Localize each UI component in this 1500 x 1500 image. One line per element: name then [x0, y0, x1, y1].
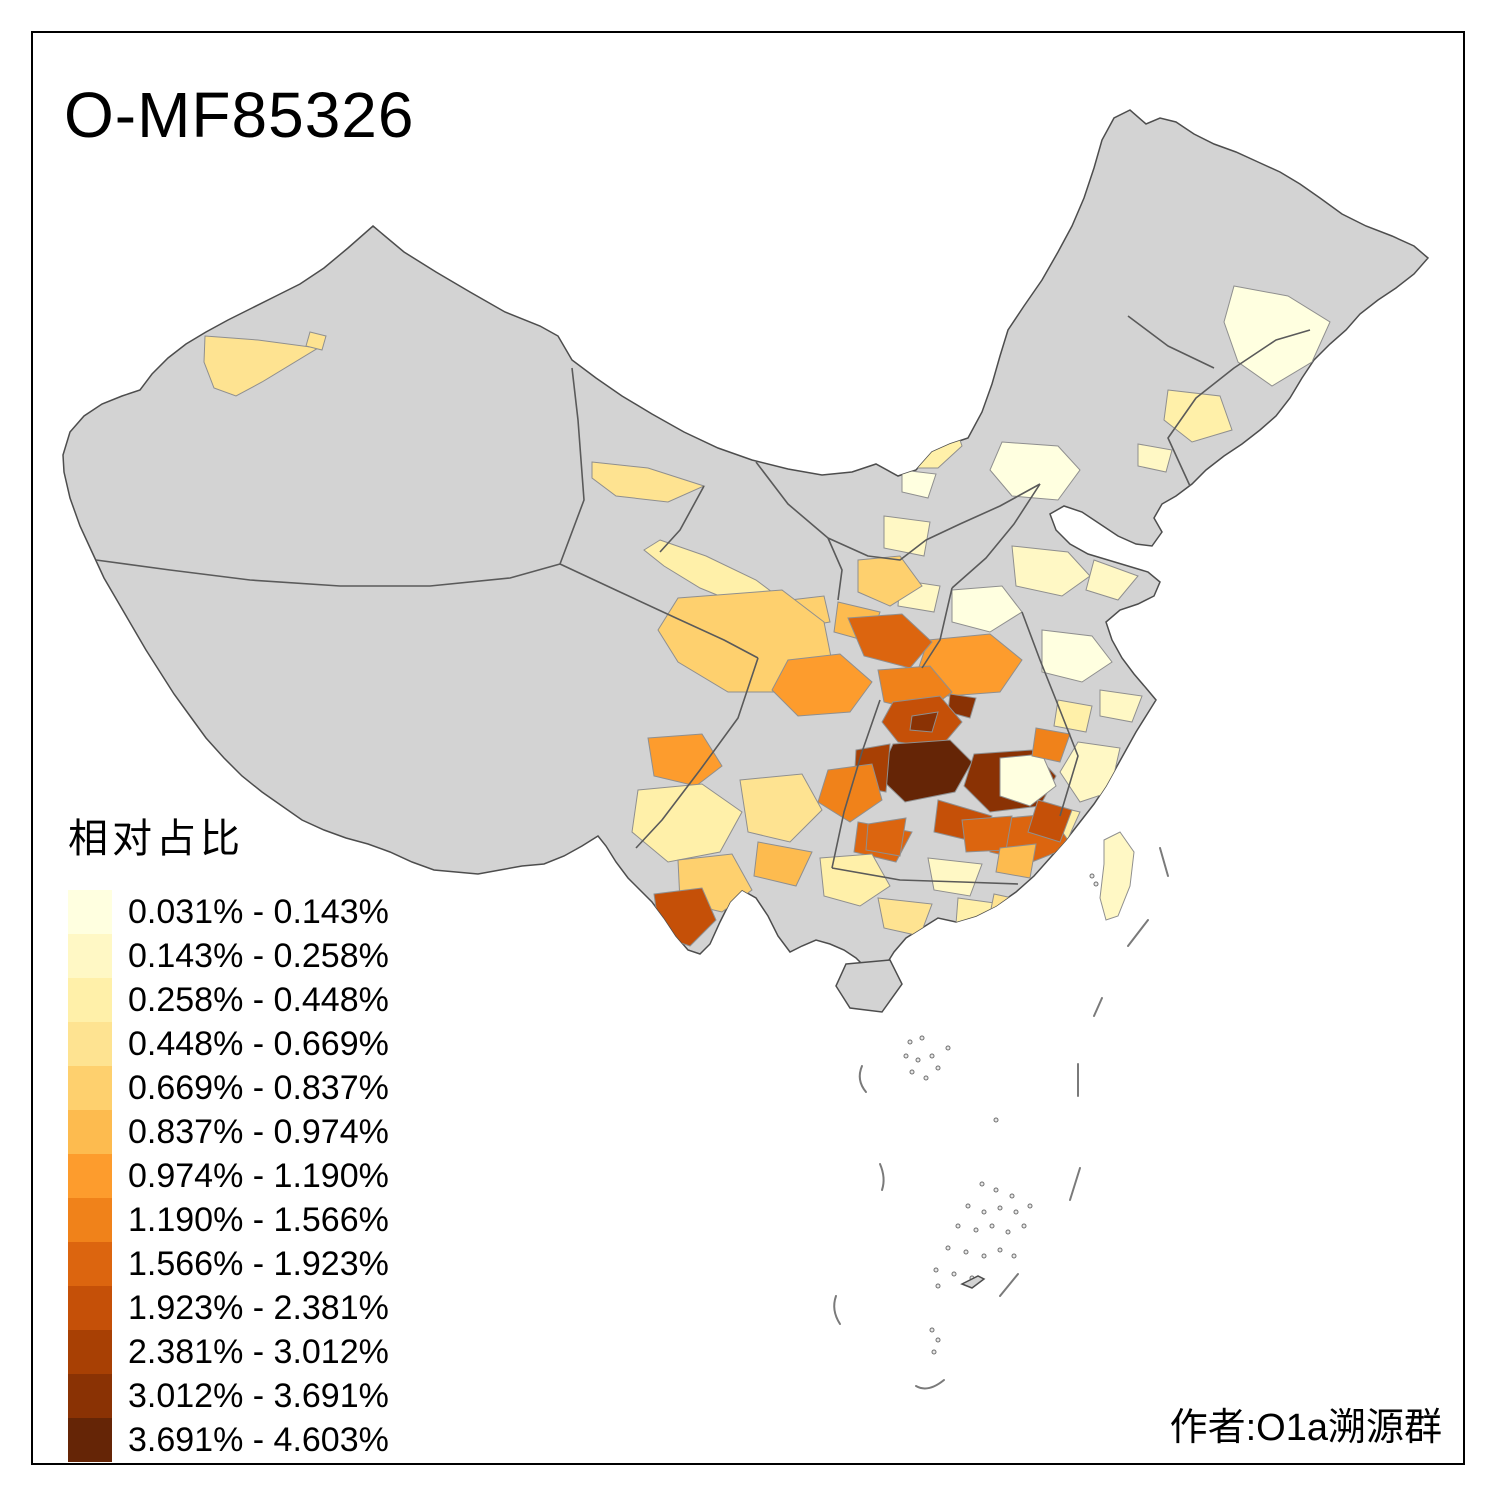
legend-swatch: [68, 1154, 112, 1198]
legend-item: 1.190% - 1.566%: [68, 1198, 389, 1242]
map-region: [1031, 727, 1071, 763]
legend-label: 3.012% - 3.691%: [128, 1376, 389, 1415]
legend-label: 0.974% - 1.190%: [128, 1156, 389, 1195]
legend-swatch: [68, 978, 112, 1022]
legend: 相对占比 0.031% - 0.143% 0.143% - 0.258% 0.258…: [68, 806, 389, 1462]
legend-label: 0.669% - 0.837%: [128, 1068, 389, 1107]
legend-item: 3.691% - 4.603%: [68, 1418, 389, 1462]
legend-swatch: [68, 1110, 112, 1154]
map-region: [1223, 285, 1331, 387]
map-region: [591, 461, 706, 503]
legend-swatch: [68, 1066, 112, 1110]
legend-swatch: [68, 1198, 112, 1242]
legend-item: 0.258% - 0.448%: [68, 978, 389, 1022]
legend-item: 3.012% - 3.691%: [68, 1374, 389, 1418]
map-region: [989, 893, 1023, 923]
map-region: [1053, 699, 1093, 733]
legend-item: 0.837% - 0.974%: [68, 1110, 389, 1154]
province-borders: [95, 315, 1311, 885]
map-region: [647, 733, 723, 787]
map-region: [901, 469, 937, 499]
map-region: [995, 843, 1037, 879]
south-china-sea-islands: [903, 873, 1099, 1355]
legend-items: 0.031% - 0.143% 0.143% - 0.258% 0.258% - 0…: [68, 890, 389, 1462]
legend-label: 0.143% - 0.258%: [128, 936, 389, 975]
legend-label: 1.190% - 1.566%: [128, 1200, 389, 1239]
map-region: [631, 783, 743, 863]
map-region: [909, 711, 939, 733]
legend-item: 0.143% - 0.258%: [68, 934, 389, 978]
map-region: [771, 653, 873, 717]
map-region: [865, 817, 907, 857]
map-region: [961, 815, 1013, 853]
figure-title: O-MF85326: [64, 79, 415, 151]
map-region: [989, 441, 1081, 501]
legend-swatch: [68, 1330, 112, 1374]
legend-item: 2.381% - 3.012%: [68, 1330, 389, 1374]
map-region: [753, 841, 813, 887]
legend-swatch: [68, 890, 112, 934]
legend-label: 3.691% - 4.603%: [128, 1420, 389, 1459]
map-region: [847, 613, 933, 669]
legend-item: 1.566% - 1.923%: [68, 1242, 389, 1286]
map-region: [1099, 689, 1143, 723]
legend-item: 0.031% - 0.143%: [68, 890, 389, 934]
legend-label: 1.923% - 2.381%: [128, 1288, 389, 1327]
island-blob: [960, 1275, 986, 1289]
taiwan-island: [1099, 831, 1135, 921]
legend-item: 1.923% - 2.381%: [68, 1286, 389, 1330]
map-region: [739, 773, 823, 843]
map-region: [1011, 545, 1091, 597]
map-region: [927, 857, 983, 897]
legend-swatch: [68, 1022, 112, 1066]
map-region: [1085, 559, 1139, 601]
legend-label: 1.566% - 1.923%: [128, 1244, 389, 1283]
legend-item: 0.669% - 0.837%: [68, 1066, 389, 1110]
legend-swatch: [68, 1242, 112, 1286]
legend-label: 0.448% - 0.669%: [128, 1024, 389, 1063]
map-region: [1163, 389, 1233, 443]
map-region: [873, 379, 963, 469]
legend-title: 相对占比: [68, 817, 244, 861]
legend-swatch: [68, 1418, 112, 1462]
legend-label: 0.258% - 0.448%: [128, 980, 389, 1019]
map-region: [305, 331, 327, 351]
map-region: [857, 555, 923, 607]
legend-item: 0.448% - 0.669%: [68, 1022, 389, 1066]
legend-swatch: [68, 1286, 112, 1330]
author-credit: 作者:O1a溯源群: [1169, 1407, 1442, 1449]
map-region: [1059, 741, 1121, 803]
map-regions: [203, 285, 1331, 947]
legend-swatch: [68, 934, 112, 978]
map-region: [951, 585, 1023, 633]
legend-item: 0.974% - 1.190%: [68, 1154, 389, 1198]
nine-dash-line: [833, 847, 1169, 1390]
hainan-island: [835, 959, 903, 1013]
map-region: [1137, 443, 1173, 473]
map-region: [203, 335, 320, 397]
legend-label: 0.031% - 0.143%: [128, 892, 389, 931]
legend-label: 0.837% - 0.974%: [128, 1112, 389, 1151]
legend-swatch: [68, 1374, 112, 1418]
map-region: [819, 853, 891, 907]
legend-label: 2.381% - 3.012%: [128, 1332, 389, 1371]
